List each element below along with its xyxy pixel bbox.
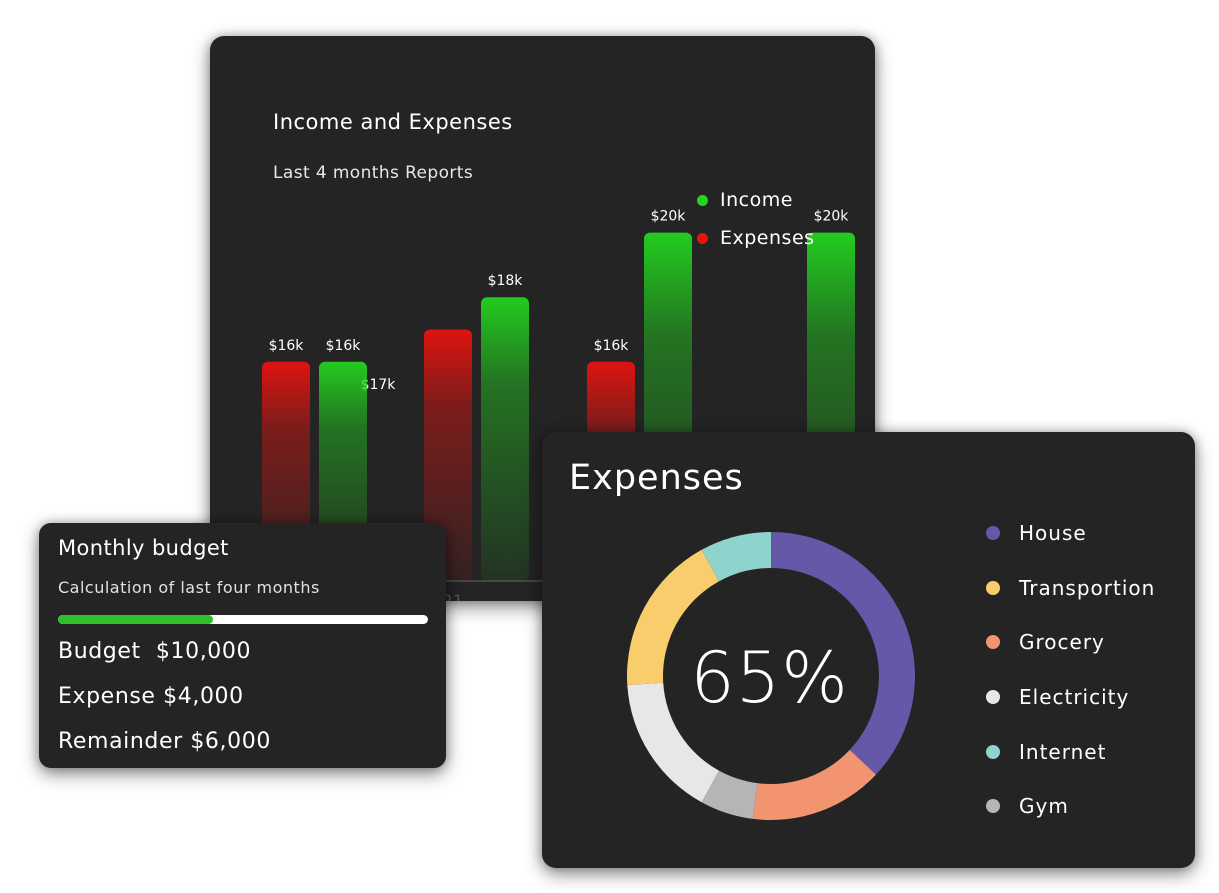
bar-income-2	[481, 297, 529, 581]
legend-dot-gym	[986, 799, 1000, 814]
legend-dot-internet	[986, 744, 1000, 759]
expenses-donut-chart	[627, 532, 915, 820]
donut-slice-transportion	[627, 549, 719, 686]
legend-item-gym: Gym	[986, 779, 1155, 834]
expenses-legend: House Transportion Grocery Electricity Inter…	[986, 506, 1155, 834]
budget-amount: Budget $10,000	[58, 639, 252, 664]
expense-amount: Expense $4,000	[58, 684, 244, 709]
income-expenses-title: Income and Expenses	[273, 110, 513, 134]
legend-dot-grocery	[986, 635, 1000, 650]
donut-slice-grocery	[752, 749, 876, 820]
legend-dot-expenses	[697, 232, 708, 244]
legend-item-grocery: Grocery	[986, 615, 1155, 670]
legend-label-expenses: Expenses	[720, 227, 815, 249]
expenses-donut-card: Expenses 65% House Transportion Grocery Ele…	[542, 432, 1195, 868]
monthly-budget-card: Monthly budget Calculation of last four …	[39, 523, 446, 768]
legend-item-expenses: Expenses	[697, 219, 815, 257]
legend-label-internet: Internet	[1019, 739, 1107, 764]
donut-slice-internet	[701, 532, 771, 582]
budget-subtitle: Calculation of last four months	[58, 578, 320, 597]
legend-item-electricity: Electricity	[986, 670, 1155, 725]
budget-progress-bar	[58, 615, 428, 624]
legend-dot-income	[697, 194, 708, 206]
donut-slice-gym	[701, 770, 758, 819]
bar-label-income-2: $18k	[488, 273, 524, 289]
legend-dot-electricity	[986, 690, 1000, 705]
legend-dot-house	[986, 526, 1000, 541]
bar-label-income-3: $20k	[651, 209, 687, 225]
bar-label-expenses-2: $17k	[361, 377, 397, 393]
bar-label-expenses-3: $16k	[594, 338, 630, 354]
expenses-title: Expenses	[569, 458, 744, 498]
budget-progress-fill	[58, 615, 214, 624]
legend-item-house: House	[986, 506, 1155, 561]
donut-slice-electricity	[627, 682, 719, 803]
legend-label-grocery: Grocery	[1019, 630, 1105, 655]
income-expenses-legend: Income Expenses	[697, 181, 815, 257]
legend-item-internet: Internet	[986, 724, 1155, 779]
bar-expenses-2	[424, 329, 472, 581]
budget-title: Monthly budget	[58, 536, 229, 560]
legend-item-income: Income	[697, 181, 815, 219]
donut-slice-house	[771, 532, 915, 775]
legend-label-income: Income	[720, 189, 793, 211]
bar-label-expenses-1: $16k	[269, 338, 305, 354]
legend-label-electricity: Electricity	[1019, 685, 1130, 710]
legend-item-transportion: Transportion	[986, 561, 1155, 616]
bar-label-income-1: $16k	[326, 338, 362, 354]
income-expenses-subtitle: Last 4 months Reports	[273, 163, 474, 183]
legend-label-transportion: Transportion	[1019, 575, 1156, 600]
remainder-amount: Remainder $6,000	[58, 729, 271, 754]
legend-label-house: House	[1019, 521, 1087, 546]
donut-center-percentage: 65%	[690, 637, 849, 719]
legend-label-gym: Gym	[1019, 794, 1069, 819]
bar-label-income-4: $20k	[814, 209, 850, 225]
legend-dot-transportion	[986, 580, 1000, 595]
